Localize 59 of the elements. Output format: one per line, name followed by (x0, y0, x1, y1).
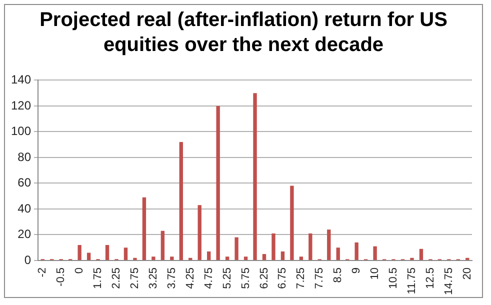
y-tick-label: 40 (18, 201, 32, 216)
x-tick-label: -2 (36, 267, 49, 278)
bar (253, 93, 257, 260)
bar (280, 251, 285, 260)
y-tick-label: 140 (10, 72, 32, 87)
x-tick-label: 6.75 (276, 267, 289, 289)
bar (336, 248, 340, 260)
x-tick-label: 10 (369, 267, 382, 280)
bar (216, 106, 220, 260)
bar (299, 256, 304, 260)
bar (160, 230, 165, 260)
bar (170, 256, 174, 260)
y-tick-label: 20 (18, 227, 32, 242)
bar (206, 251, 211, 260)
x-tick-label: 8.5 (332, 267, 344, 283)
x-tick-label: 5.75 (240, 267, 252, 289)
bar (179, 142, 183, 260)
bar (124, 248, 128, 260)
y-tick-label: 80 (18, 150, 32, 164)
bar (234, 237, 238, 260)
y-tick-label: 100 (10, 124, 32, 138)
bar (308, 233, 312, 260)
bar (152, 256, 156, 260)
bar (354, 242, 358, 260)
x-tick-label: 0 (74, 267, 86, 274)
bar (419, 248, 424, 260)
x-tick-label: 2.75 (129, 267, 142, 289)
bar (272, 233, 276, 260)
bar (244, 256, 248, 260)
bar (198, 205, 202, 260)
x-tick-label: 20 (461, 267, 474, 280)
x-tick-label: -0.5 (55, 267, 68, 286)
x-tick-label: 7.75 (314, 267, 326, 289)
chart-title: Projected real (after-inflation) return for US equities over the next decade (38, 8, 448, 58)
x-tick-label: 1.75 (92, 267, 104, 289)
x-tick-label: 3.75 (166, 267, 178, 289)
y-tick-label: 120 (10, 98, 32, 112)
x-tick-label: 7.25 (295, 267, 308, 289)
x-tick-label: 3.25 (147, 267, 160, 289)
x-tick-label: 6.25 (258, 267, 270, 289)
x-tick-label: 4.25 (184, 267, 196, 289)
x-tick-label: 2.25 (110, 267, 123, 289)
bar (290, 186, 294, 260)
x-tick-label: 4.75 (202, 267, 215, 289)
x-tick-label: 5.25 (221, 267, 234, 289)
bar (225, 256, 230, 260)
bar (327, 230, 331, 260)
x-tick-label: 11.75 (406, 267, 418, 294)
bar (142, 197, 146, 260)
bar (105, 245, 110, 260)
bar (78, 245, 82, 260)
y-tick-label: 60 (18, 176, 32, 190)
x-tick-label: 9 (350, 267, 363, 274)
x-tick-label: 12.5 (424, 267, 436, 289)
x-tick-label: 10.5 (388, 267, 400, 289)
bar (373, 246, 377, 260)
x-tick-label: 14.75 (442, 267, 455, 296)
bar (86, 252, 91, 260)
bar (262, 254, 266, 260)
